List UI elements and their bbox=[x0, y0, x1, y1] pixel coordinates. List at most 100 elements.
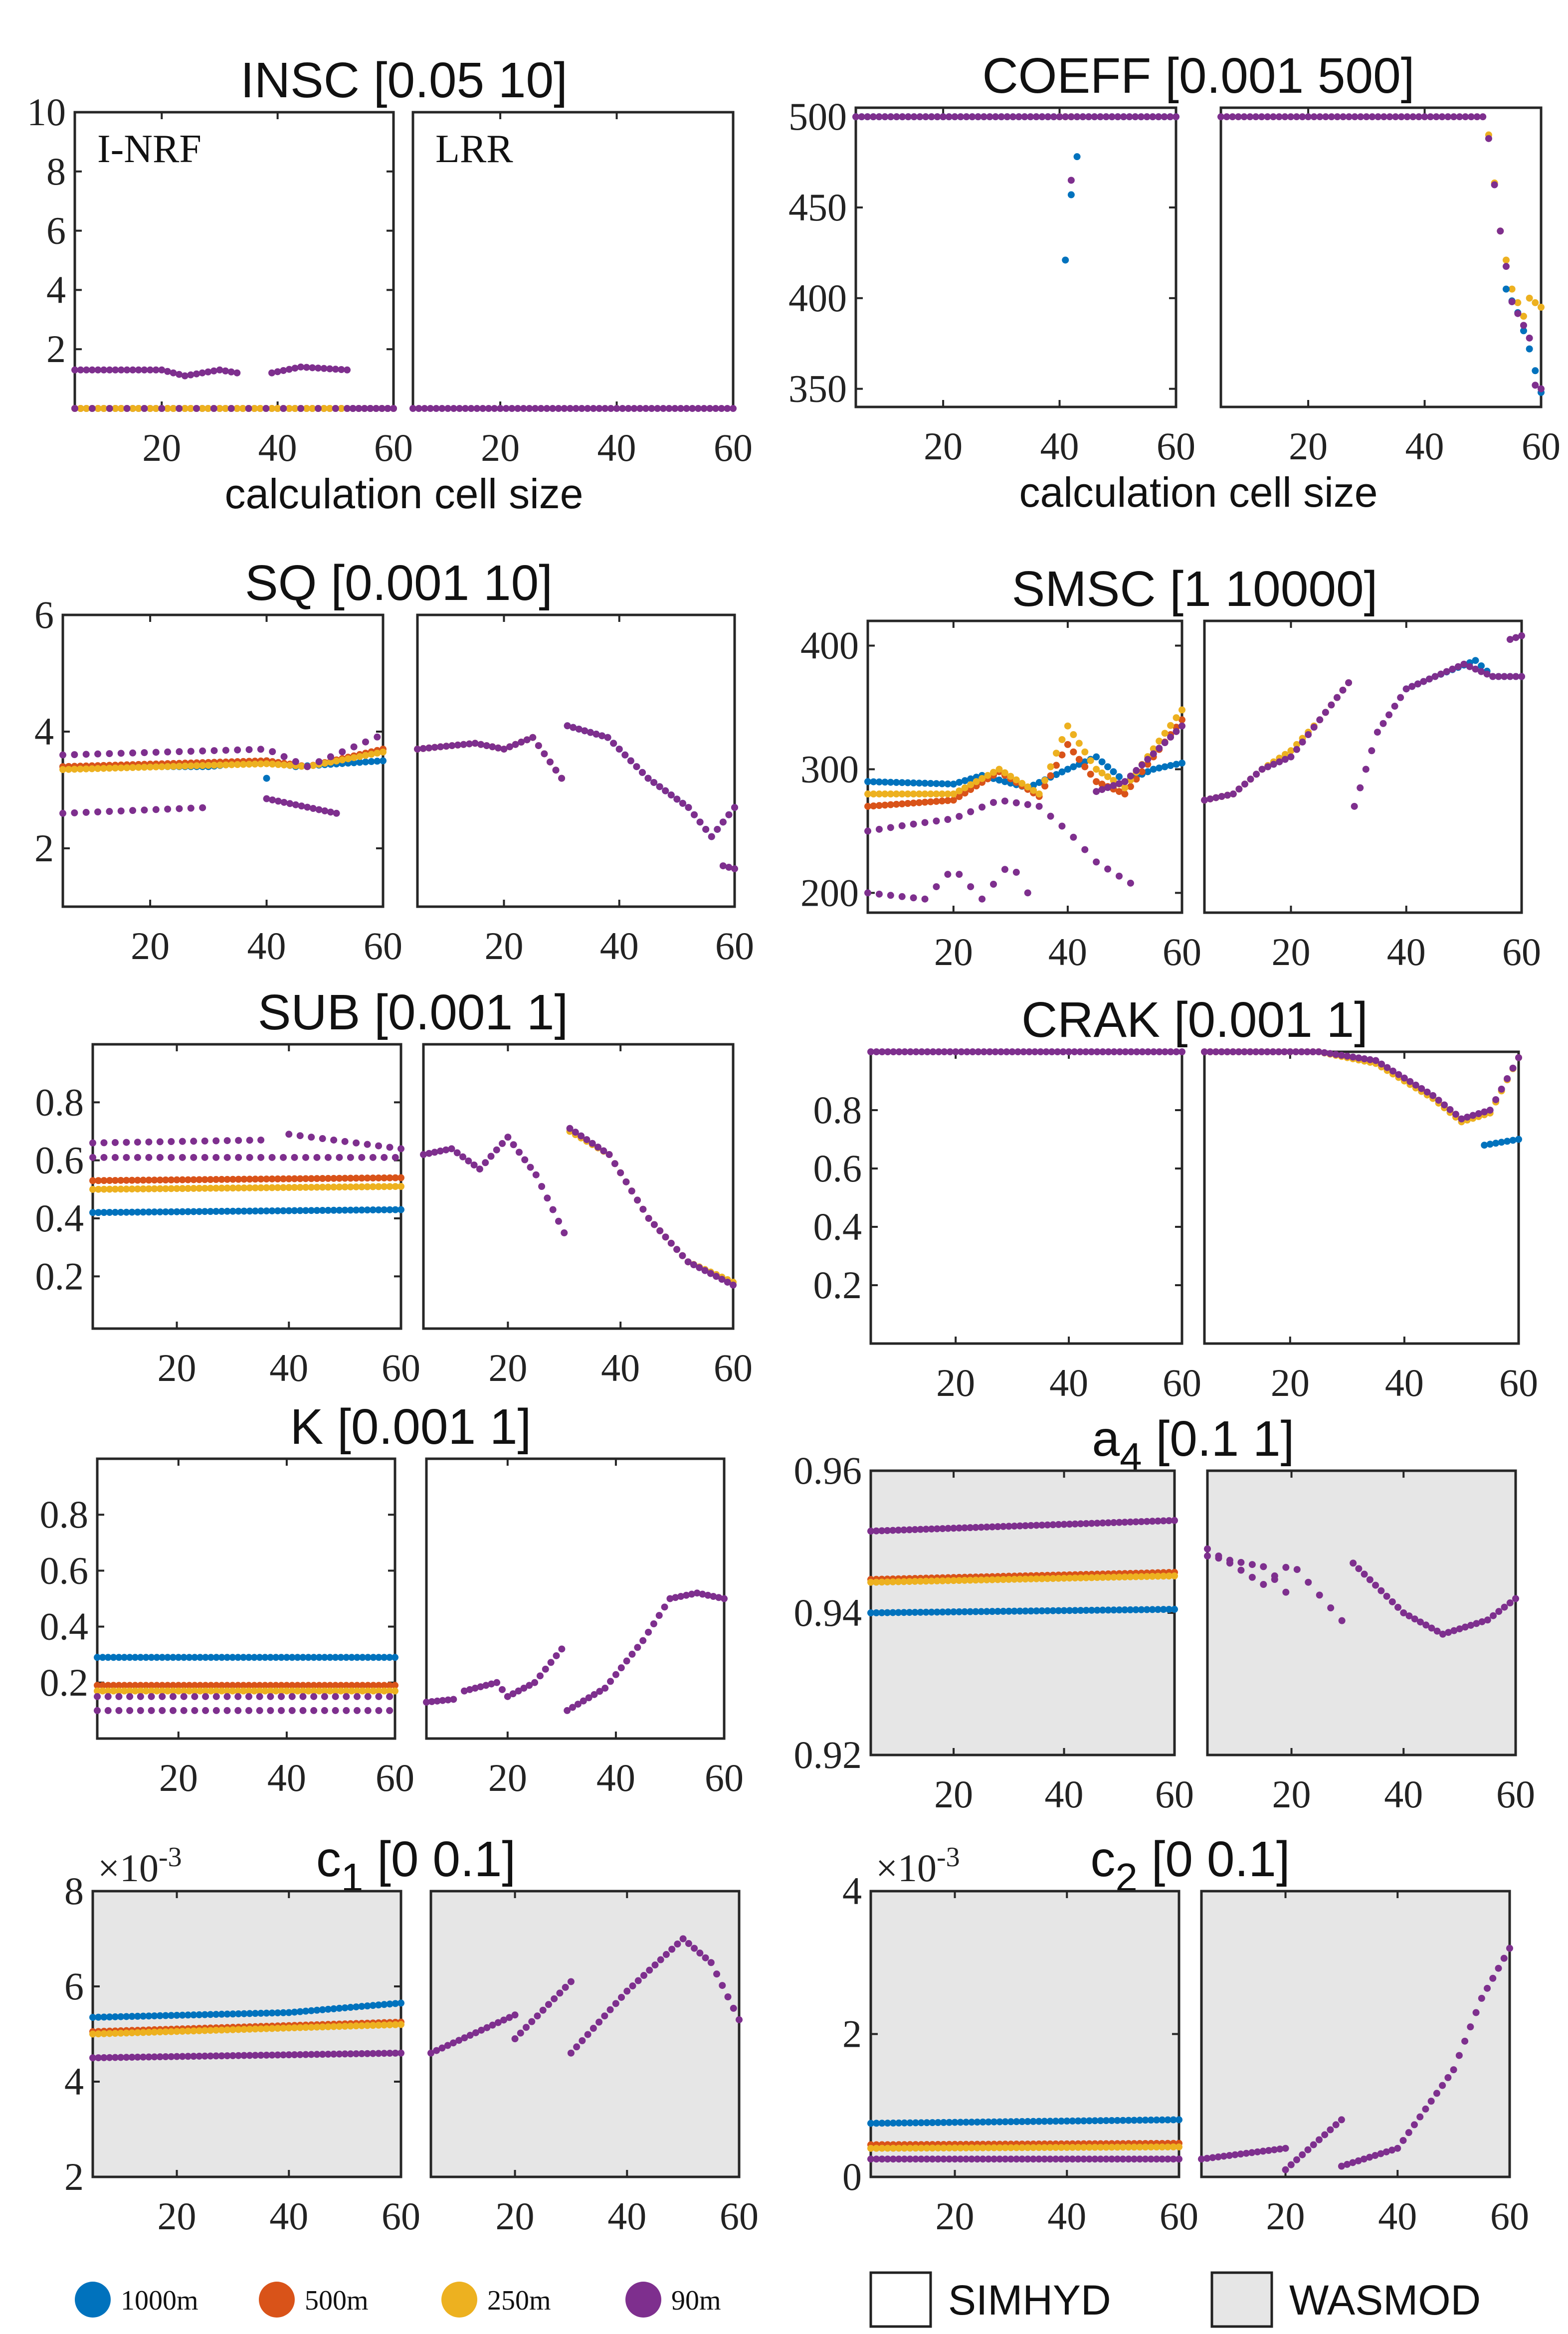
data-point-250m bbox=[950, 1577, 958, 1584]
data-point-90m bbox=[185, 2053, 192, 2060]
data-point-90m bbox=[922, 1526, 930, 1533]
data-point-90m bbox=[303, 364, 310, 371]
data-point-500m bbox=[179, 1176, 186, 1183]
data-point-90m bbox=[82, 808, 90, 816]
data-point-250m bbox=[979, 775, 986, 782]
data-point-1000m bbox=[190, 2011, 197, 2019]
data-point-90m bbox=[688, 1590, 695, 1598]
data-point-1000m bbox=[906, 1609, 913, 1616]
data-point-250m bbox=[996, 2144, 1003, 2151]
x-tick-label: 20 bbox=[488, 1346, 527, 1389]
data-point-90m bbox=[958, 1048, 965, 1055]
data-point-90m bbox=[466, 2032, 474, 2039]
data-point-90m bbox=[285, 1131, 293, 1138]
data-point-90m bbox=[364, 1141, 371, 1148]
data-point-90m bbox=[123, 2054, 130, 2061]
data-point-1000m bbox=[922, 1608, 930, 1616]
data-point-250m bbox=[895, 1578, 902, 1585]
y-tick-label: 4 bbox=[46, 268, 66, 311]
data-point-250m bbox=[202, 1687, 209, 1695]
data-point-90m bbox=[378, 405, 386, 412]
data-point-90m bbox=[1062, 113, 1069, 121]
data-point-250m bbox=[223, 1184, 231, 1192]
data-point-250m bbox=[867, 2144, 874, 2152]
data-point-250m bbox=[151, 1185, 158, 1192]
data-point-1000m bbox=[364, 1654, 372, 1661]
data-point-90m bbox=[467, 405, 475, 412]
data-point-90m bbox=[1116, 1048, 1124, 1055]
data-point-90m bbox=[210, 405, 217, 412]
data-point-500m bbox=[162, 1176, 170, 1183]
data-point-90m bbox=[1147, 2155, 1155, 2163]
data-point-250m bbox=[291, 2024, 298, 2031]
data-point-90m bbox=[1247, 776, 1254, 783]
data-point-90m bbox=[702, 825, 710, 833]
data-point-1000m bbox=[1098, 758, 1106, 766]
data-point-90m bbox=[1203, 2154, 1211, 2162]
data-point-250m bbox=[100, 2030, 108, 2037]
data-point-500m bbox=[870, 802, 877, 809]
data-point-250m bbox=[191, 1687, 198, 1695]
data-point-500m bbox=[961, 789, 969, 797]
y-tick-label: 350 bbox=[788, 367, 847, 410]
axes-box bbox=[422, 1043, 735, 1330]
data-point-500m bbox=[893, 800, 900, 808]
data-point-250m bbox=[175, 1687, 182, 1695]
data-point-1000m bbox=[898, 779, 906, 786]
data-point-90m bbox=[1495, 1964, 1502, 1972]
data-point-90m bbox=[234, 1707, 242, 1714]
data-point-1000m bbox=[873, 2120, 880, 2127]
data-point-90m bbox=[1020, 1048, 1027, 1055]
data-point-500m bbox=[126, 1682, 134, 1689]
data-point-250m bbox=[121, 1687, 128, 1695]
data-point-1000m bbox=[117, 2013, 125, 2020]
data-point-1000m bbox=[106, 1209, 113, 1216]
data-point-90m bbox=[234, 1693, 242, 1700]
data-point-250m bbox=[921, 790, 929, 798]
data-point-90m bbox=[910, 820, 917, 828]
data-point-90m bbox=[1298, 1048, 1305, 1055]
data-point-500m bbox=[164, 1682, 172, 1689]
data-point-90m bbox=[910, 894, 917, 902]
data-point-90m bbox=[1502, 263, 1510, 270]
data-point-90m bbox=[298, 802, 305, 810]
data-point-90m bbox=[369, 2050, 377, 2057]
y-tick-label: 0.6 bbox=[813, 1147, 862, 1190]
data-point-90m bbox=[986, 113, 993, 121]
data-point-250m bbox=[1088, 1574, 1095, 1581]
data-point-90m bbox=[677, 1593, 685, 1600]
data-point-90m bbox=[494, 2019, 502, 2026]
data-point-500m bbox=[159, 1682, 166, 1689]
data-point-500m bbox=[251, 1175, 259, 1183]
data-point-90m bbox=[1035, 2155, 1043, 2163]
data-point-90m bbox=[442, 1146, 450, 1154]
data-point-90m bbox=[438, 405, 446, 412]
data-point-500m bbox=[294, 1682, 301, 1689]
x-tick-label: 40 bbox=[1405, 424, 1444, 468]
title-base: c bbox=[1090, 1831, 1115, 1887]
data-point-1000m bbox=[1052, 2118, 1059, 2125]
data-point-90m bbox=[106, 405, 113, 412]
data-point-90m bbox=[315, 806, 323, 813]
data-point-250m bbox=[1173, 714, 1180, 722]
data-point-1000m bbox=[397, 1999, 404, 2007]
data-point-90m bbox=[922, 113, 930, 121]
data-point-90m bbox=[673, 1246, 681, 1253]
data-point-90m bbox=[975, 113, 982, 121]
legend-label: 250m bbox=[487, 2285, 551, 2316]
data-point-250m bbox=[240, 2026, 248, 2033]
data-point-90m bbox=[691, 811, 698, 818]
data-point-500m bbox=[1064, 741, 1071, 748]
data-point-90m bbox=[218, 2052, 225, 2060]
data-point-250m bbox=[128, 1185, 136, 1193]
data-point-90m bbox=[1082, 1520, 1090, 1527]
data-point-90m bbox=[1067, 177, 1075, 184]
data-point-90m bbox=[497, 405, 504, 412]
data-point-90m bbox=[1357, 784, 1364, 791]
data-point-1000m bbox=[111, 2013, 119, 2020]
data-point-500m bbox=[115, 1682, 123, 1689]
data-point-90m bbox=[1063, 2155, 1071, 2163]
data-point-1000m bbox=[887, 778, 894, 786]
data-point-90m bbox=[112, 366, 119, 374]
